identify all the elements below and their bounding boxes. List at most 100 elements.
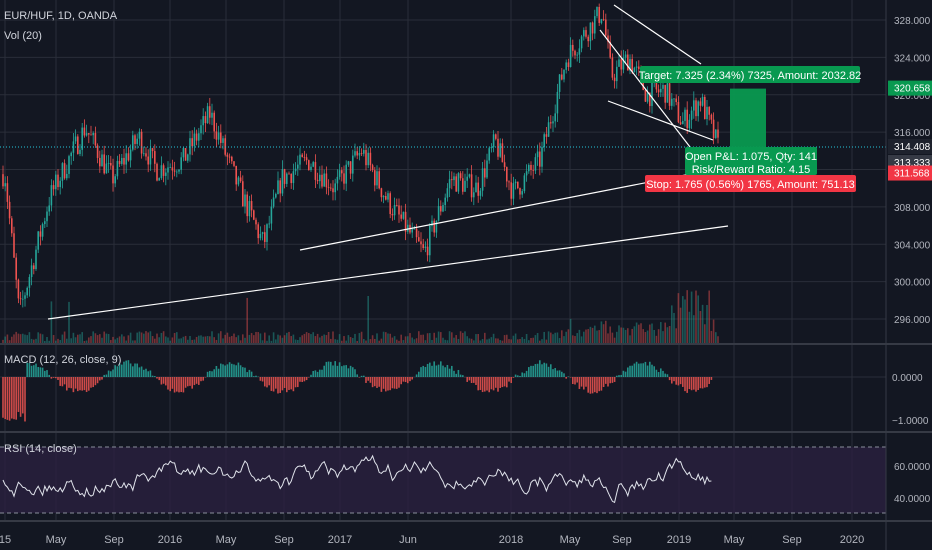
candle-body [635, 66, 638, 68]
volume-bar [437, 331, 440, 343]
candle-body [706, 106, 708, 120]
volume-bar [622, 327, 625, 343]
trend-line[interactable] [607, 100, 714, 141]
candle-body [466, 176, 468, 181]
macd-bar [294, 377, 297, 388]
target-price-tag-box[interactable] [888, 80, 932, 96]
candle-body [319, 174, 321, 182]
macd-bar [517, 375, 519, 377]
macd-bar [543, 362, 545, 377]
macd-bar [156, 377, 158, 379]
volume-bar [228, 336, 231, 343]
time-axis[interactable]: 15 May Sep 2016 May Sep 2017 Jun 2018 May Sep 2019 M… [0, 534, 864, 546]
stop-price-tag-box[interactable] [888, 165, 932, 181]
macd-bar [140, 366, 143, 377]
volume-bar [677, 293, 680, 343]
rsi-indicator-label[interactable]: RSI (14, close) [4, 443, 77, 455]
trend-line[interactable] [613, 4, 702, 65]
candle-body [622, 57, 625, 70]
target-label-box[interactable] [640, 66, 860, 83]
candle-body [138, 131, 141, 139]
volume-bar [587, 329, 589, 343]
candle-body [235, 165, 237, 185]
macd-bar [35, 363, 37, 377]
target-zone[interactable] [730, 88, 766, 148]
volume-bar [706, 304, 708, 343]
candle-body [347, 161, 350, 165]
volume-bar [235, 337, 237, 343]
macd-bar [209, 370, 211, 377]
position-tool[interactable]: Target: 7.325 (2.34%) 7325, Amount: 2032… [639, 66, 862, 192]
candle-body [288, 173, 290, 175]
volume-bar [325, 335, 328, 343]
prev-close-tag: 313.333 [894, 158, 931, 169]
macd-bar [171, 377, 174, 389]
candle-body [19, 298, 22, 300]
candle-body [400, 214, 402, 219]
candle-body [94, 133, 97, 146]
volume-bar [473, 340, 475, 343]
macd-bar [554, 368, 556, 377]
macd-bar [37, 367, 39, 377]
macd-bar [506, 377, 508, 388]
volume-bar [574, 336, 576, 343]
volume-bar [710, 330, 713, 343]
volume-indicator-label[interactable]: Vol (20) [4, 30, 42, 42]
price-tick-label: 308.000 [894, 203, 931, 214]
volume-bar [404, 336, 407, 343]
candle-body [563, 69, 565, 80]
candle-body [554, 113, 556, 122]
volume-bar [668, 326, 671, 343]
macd-bar [195, 377, 198, 384]
trend-line[interactable] [599, 29, 691, 148]
volume-bar [105, 333, 108, 343]
macd-bar [222, 364, 224, 377]
candle-body [415, 228, 418, 238]
macd-bar [662, 370, 664, 377]
volume-bar [264, 332, 266, 343]
candle-body [464, 180, 466, 192]
candle-body [147, 156, 149, 165]
trend-line[interactable] [47, 225, 729, 320]
candle-body [292, 171, 295, 184]
macd-bar [173, 377, 176, 393]
volume-bar [211, 331, 213, 343]
macd-bar [547, 366, 550, 377]
volume-bar [684, 299, 686, 343]
volume-bar [107, 333, 110, 343]
candle-body [671, 98, 673, 106]
macd-bar [468, 377, 471, 381]
volume-bar [415, 338, 418, 343]
candle-body [294, 168, 297, 172]
pnl-box[interactable] [685, 147, 817, 175]
candle-body [358, 153, 361, 156]
macd-bar [325, 361, 328, 377]
volume-bar [191, 339, 193, 343]
macd-bar [176, 377, 178, 392]
macd-bar [479, 377, 482, 390]
volume-bar [39, 333, 42, 343]
candle-body [336, 176, 339, 184]
macd-bar [530, 365, 532, 377]
stop-label-box[interactable] [645, 175, 856, 192]
price-axis[interactable]: 296.000300.000304.000308.000312.000316.0… [888, 16, 932, 505]
candle-body [488, 148, 490, 161]
volume-bar [83, 340, 86, 343]
candle-body [539, 151, 541, 167]
symbol-title[interactable]: EUR/HUF, 1D, OANDA [4, 10, 118, 22]
candle-body [341, 170, 343, 174]
time-tick-label: May [46, 534, 67, 546]
candle-body [660, 88, 662, 93]
last-price-tag-box[interactable] [888, 139, 932, 155]
volume-bar [13, 334, 15, 343]
volume-bar [701, 304, 704, 343]
macd-bar [499, 377, 501, 388]
macd-bar [220, 363, 222, 377]
macd-indicator-label[interactable]: MACD (12, 26, close, 9) [4, 354, 122, 366]
macd-bar [61, 377, 64, 387]
macd-bar [534, 364, 537, 377]
candle-body [363, 150, 365, 154]
macd-bar [70, 377, 72, 389]
